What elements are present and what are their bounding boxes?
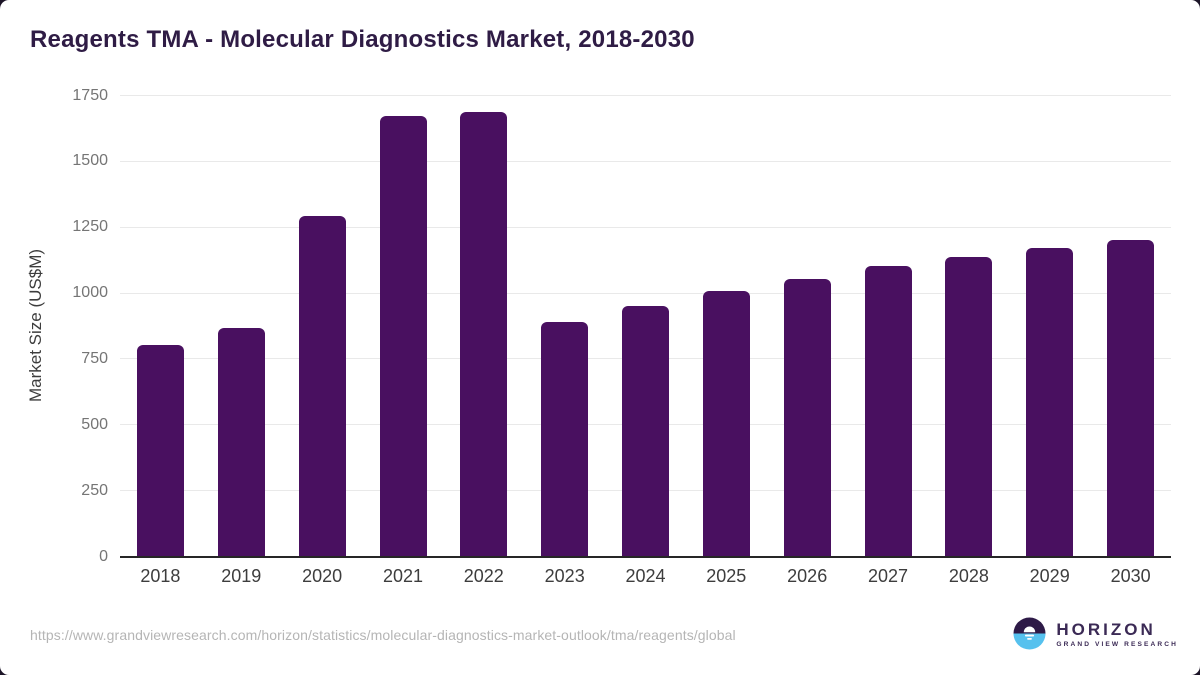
- bar-2019: [217, 328, 265, 556]
- y-tick-label-1000: 1000: [72, 284, 108, 302]
- bar-2028: [945, 257, 993, 556]
- bar-2029: [1026, 247, 1074, 556]
- bar-2030: [1107, 239, 1155, 556]
- source-url: https://www.grandviewresearch.com/horizo…: [30, 627, 736, 643]
- x-axis-tick-labels: 2018 2019 2020 2021 2022 2023 2024 2025 2026 2027…: [120, 566, 1171, 590]
- bar-2020: [298, 216, 346, 556]
- bar-2027: [864, 266, 912, 556]
- x-tick-label-2023: 2023: [544, 566, 585, 586]
- x-tick-label-2021: 2021: [382, 566, 424, 586]
- x-tick-label-2022: 2022: [463, 566, 504, 586]
- x-tick-label-2026: 2026: [787, 566, 828, 586]
- x-tick-label-2030: 2030: [1110, 566, 1151, 586]
- chart-title: Reagents TMA - Molecular Diagnostics Mar…: [30, 26, 695, 53]
- x-tick-label-2029: 2029: [1029, 566, 1070, 586]
- gridline-1250: [120, 226, 1171, 228]
- y-tick-label-0: 0: [99, 547, 108, 565]
- y-tick-label-1250: 1250: [72, 218, 108, 236]
- plot-area: [120, 95, 1171, 558]
- horizon-logo-icon: [1013, 617, 1046, 650]
- y-tick-label-250: 250: [81, 481, 108, 499]
- x-tick-label-2024: 2024: [625, 566, 666, 586]
- y-tick-label-750: 750: [81, 349, 108, 367]
- bar-2018: [136, 345, 184, 556]
- x-tick-label-2019: 2019: [221, 566, 262, 586]
- horizon-logo: HORIZON GRAND VIEW RESEARCH: [1013, 617, 1178, 650]
- y-tick-label-500: 500: [81, 415, 108, 433]
- bar-2025: [702, 291, 750, 556]
- y-tick-label-1750: 1750: [72, 86, 108, 104]
- x-tick-label-2027: 2027: [867, 566, 909, 586]
- gridline-1500: [120, 160, 1171, 162]
- horizon-logo-brand: HORIZON: [1056, 619, 1156, 639]
- bar-2026: [783, 279, 831, 556]
- y-axis-tick-labels: 0 250 500 750 1000 1250 1500 1750: [0, 87, 108, 565]
- x-tick-label-2018: 2018: [140, 566, 181, 586]
- gridline-1000: [120, 292, 1171, 294]
- x-tick-label-2025: 2025: [706, 566, 747, 586]
- horizon-logo-tagline: GRAND VIEW RESEARCH: [1056, 640, 1178, 648]
- bar-2022: [460, 112, 508, 556]
- bar-2023: [541, 321, 589, 556]
- gridline-1750: [120, 95, 1171, 96]
- horizon-logo-text: HORIZON GRAND VIEW RESEARCH: [1056, 620, 1178, 648]
- bar-2024: [622, 305, 669, 556]
- y-tick-label-1500: 1500: [72, 152, 108, 170]
- x-tick-label-2028: 2028: [948, 566, 989, 586]
- x-tick-label-2020: 2020: [302, 566, 343, 586]
- bar-2021: [379, 116, 427, 556]
